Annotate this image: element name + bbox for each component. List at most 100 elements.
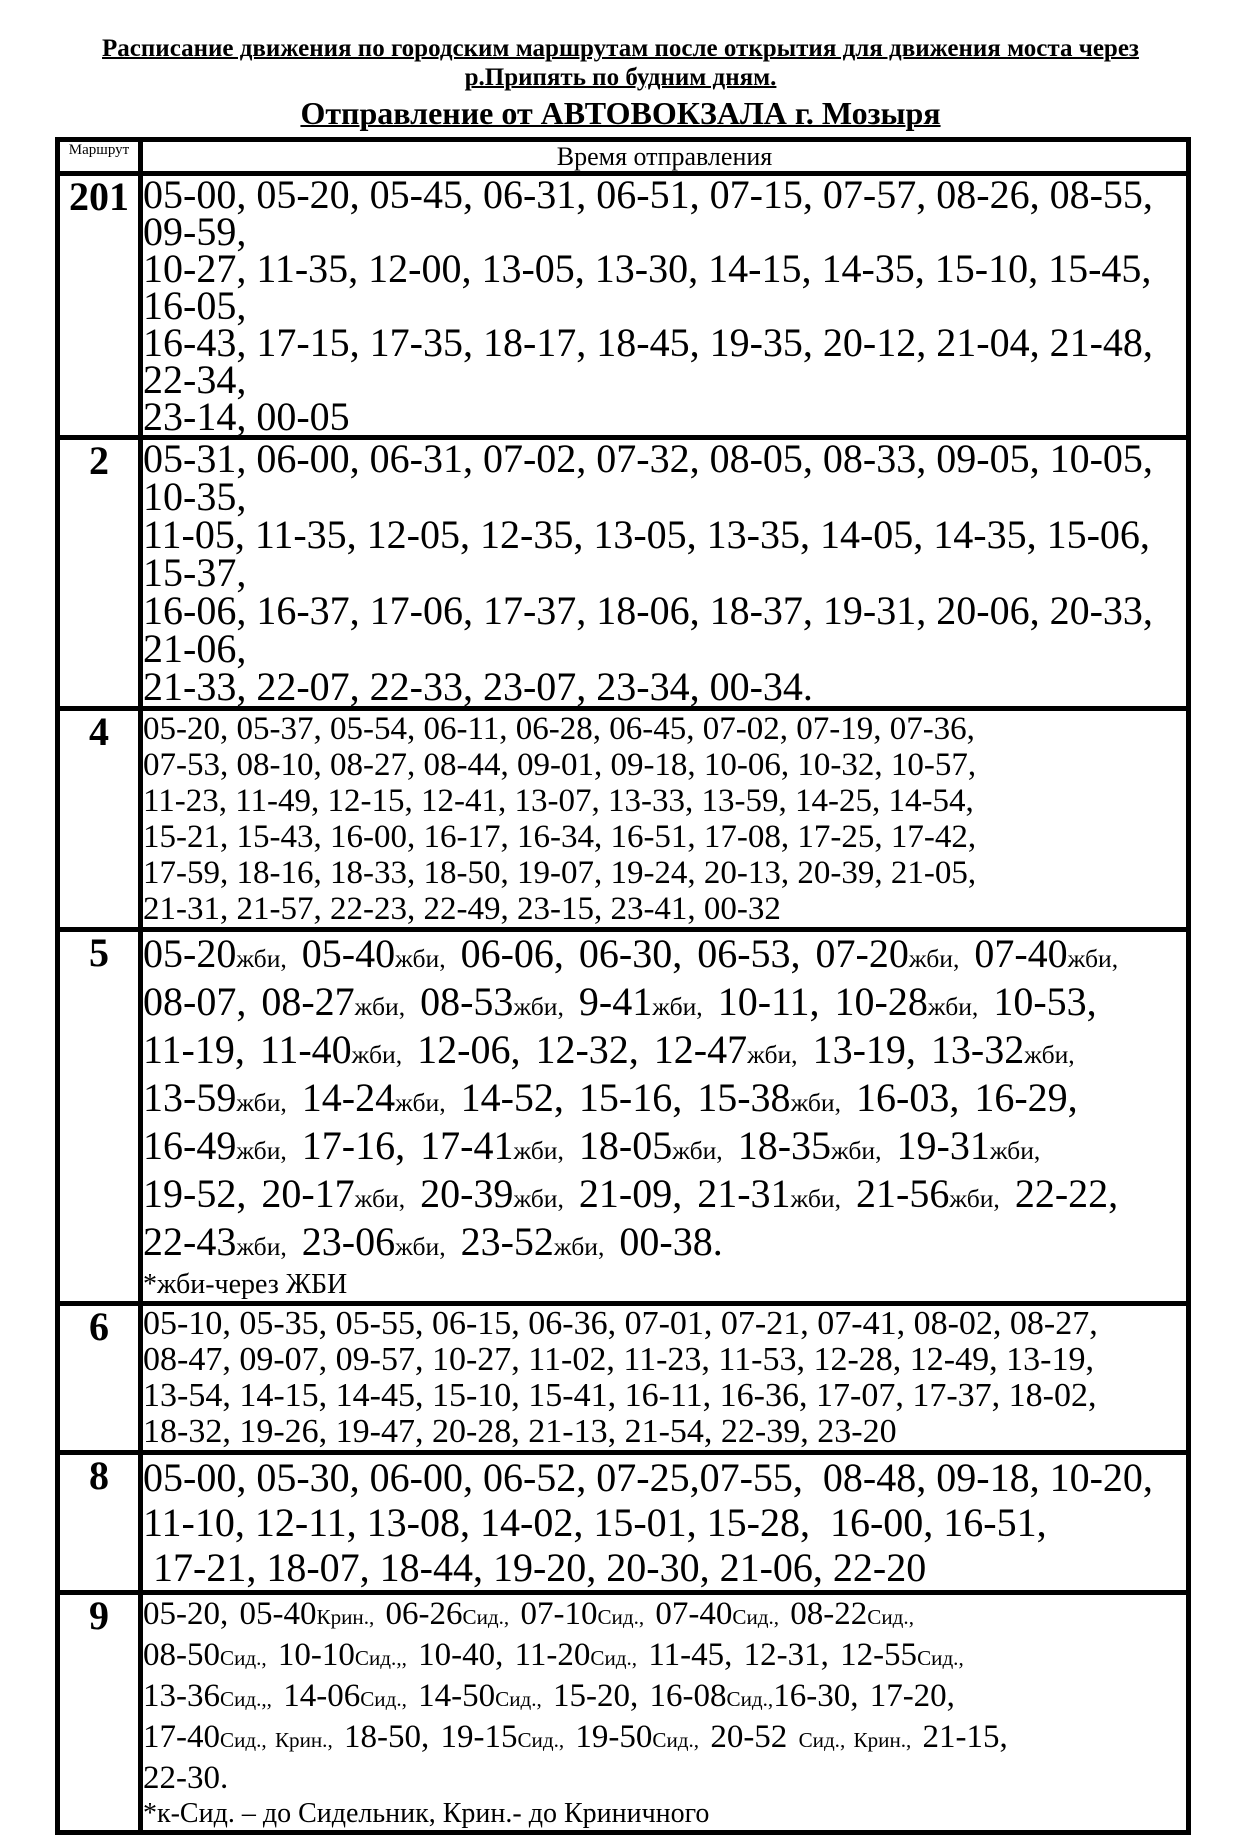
time-line: 19-52, 20-17жби, 20-39жби, 21-09, 21-31ж…	[143, 1172, 1186, 1220]
time-text: 11-19, 11-40	[143, 1027, 352, 1072]
departure-times: 05-20жби, 05-40жби, 06-06, 06-30, 06-53,…	[138, 927, 1191, 1306]
route-variant-suffix: Сид.,	[867, 1605, 914, 1629]
route-variant-suffix: жби,	[672, 1136, 723, 1165]
departure-times: 05-00, 05-30, 06-00, 06-52, 07-25,07-55,…	[138, 1450, 1191, 1595]
departure-times: 05-00, 05-20, 05-45, 06-31, 06-51, 07-15…	[138, 171, 1191, 440]
time-text: 20-39	[405, 1171, 514, 1216]
time-text: 23-06	[286, 1219, 396, 1264]
time-text: 9-41	[563, 979, 653, 1024]
route-variant-suffix: жби,	[790, 1088, 842, 1117]
time-text: 14-24	[286, 1075, 396, 1120]
time-line: 11-05, 11-35, 12-05, 12-35, 13-05, 13-35…	[143, 515, 1186, 593]
time-text: 10-53,	[978, 979, 1097, 1024]
departure-times: 05-20, 05-40Крин., 06-26Сид., 07-10Сид.,…	[138, 1590, 1191, 1835]
time-line: 05-20, 05-37, 05-54, 06-11, 06-28, 06-45…	[143, 711, 1186, 747]
schedule-table: Маршрут Время отправления 201 05-00, 05-2…	[55, 137, 1191, 1835]
time-text: 08-07, 08-27	[143, 979, 355, 1024]
table-row: 201 05-00, 05-20, 05-45, 06-31, 06-51, 07…	[55, 171, 1191, 440]
time-line: 13-59жби, 14-24жби, 14-52, 15-16, 15-38ж…	[143, 1076, 1186, 1124]
time-text: 13-59	[143, 1075, 237, 1120]
time-text: 19-50	[564, 1719, 653, 1755]
route-variant-suffix: Сид.,	[917, 1646, 964, 1670]
time-text: 10-10	[266, 1637, 355, 1673]
time-line: 18-32, 19-26, 19-47, 20-28, 21-13, 21-54…	[143, 1414, 1186, 1450]
time-text: 10-40, 11-20	[406, 1637, 591, 1673]
route-variant-suffix: жби,	[236, 1088, 287, 1117]
route-variant-suffix: Сид.,	[517, 1728, 565, 1752]
time-line: 11-10, 12-11, 13-08, 14-02, 15-01, 15-28…	[143, 1500, 1186, 1545]
time-text: 08-50	[143, 1637, 220, 1673]
time-text: 13-54, 14-15, 14-45, 15-10, 15-41, 16-11…	[143, 1377, 1097, 1414]
route-variant-suffix: жби,	[395, 944, 446, 973]
time-text: 20-52	[699, 1719, 799, 1755]
footnote: *жби-через ЖБИ	[143, 1269, 348, 1300]
time-text: 07-53, 08-10, 08-27, 08-44, 09-01, 09-18…	[143, 747, 977, 783]
time-text: 11-10, 12-11, 13-08, 14-02, 15-01, 15-28…	[143, 1500, 1047, 1545]
route-variant-suffix: Сид.,	[597, 1605, 645, 1629]
time-text: 14-06	[271, 1678, 361, 1714]
time-text: 16-06, 16-37, 17-06, 17-37, 18-06, 18-37…	[143, 588, 1163, 671]
time-text: 05-20, 05-37, 05-54, 06-11, 06-28, 06-45…	[143, 711, 975, 747]
time-line: 16-43, 17-15, 17-35, 18-17, 18-45, 19-35…	[143, 323, 1186, 400]
route-variant-suffix: жби,	[236, 944, 287, 973]
table-row: 2 05-31, 06-00, 06-31, 07-02, 07-32, 08-0…	[55, 435, 1191, 711]
time-line: 08-50Сид., 10-10Сид.,, 10-40, 11-20Сид.,…	[143, 1636, 1186, 1677]
time-text: 16-03, 16-29,	[841, 1075, 1078, 1120]
time-line: 05-10, 05-35, 05-55, 06-15, 06-36, 07-01…	[143, 1306, 1186, 1342]
time-line: 13-54, 14-15, 14-45, 15-10, 15-41, 16-11…	[143, 1378, 1186, 1414]
time-line: 08-47, 09-07, 09-57, 10-27, 11-02, 11-23…	[143, 1342, 1186, 1378]
route-variant-suffix: жби,	[513, 1136, 564, 1165]
time-text: 14-50	[406, 1678, 496, 1714]
route-variant-suffix: Сид.,	[360, 1687, 407, 1711]
time-text: 21-09, 21-31	[563, 1171, 791, 1216]
time-line: 10-27, 11-35, 12-00, 13-05, 13-30, 14-15…	[143, 249, 1186, 326]
route-variant-suffix: жби,	[351, 1040, 403, 1069]
route-number: 5	[55, 927, 143, 1306]
time-line: 22-43жби, 23-06жби, 23-52жби, 00-38.	[143, 1220, 1186, 1268]
time-line: 16-06, 16-37, 17-06, 17-37, 18-06, 18-37…	[143, 591, 1186, 669]
route-variant-suffix: жби,	[949, 1184, 1000, 1213]
time-line: 11-19, 11-40жби, 12-06, 12-32, 12-47жби,…	[143, 1028, 1186, 1076]
time-text: 13-36	[143, 1678, 220, 1714]
time-line: 17-40Сид., Крин., 18-50, 19-15Сид., 19-5…	[143, 1718, 1186, 1759]
time-text: 07-40	[644, 1596, 733, 1632]
table-row: 4 05-20, 05-37, 05-54, 06-11, 06-28, 06-4…	[55, 706, 1191, 932]
route-variant-suffix: Сид.,	[652, 1728, 700, 1752]
time-text: 06-26	[374, 1596, 463, 1632]
route-variant-suffix: жби,	[790, 1184, 842, 1213]
time-text: 05-00, 05-30, 06-00, 06-52, 07-25,07-55,…	[143, 1455, 1153, 1500]
route-variant-suffix: Сид.,,	[220, 1687, 272, 1711]
departure-times: 05-20, 05-37, 05-54, 06-11, 06-28, 06-45…	[138, 706, 1191, 932]
route-number: 6	[55, 1301, 143, 1455]
time-text: 16-43, 17-15, 17-35, 18-17, 18-45, 19-35…	[143, 320, 1163, 402]
route-number: 8	[55, 1450, 143, 1595]
time-text: 11-05, 11-35, 12-05, 12-35, 13-05, 13-35…	[143, 512, 1160, 595]
time-text: 14-52, 15-16, 15-38	[445, 1075, 791, 1120]
time-text: 08-53	[405, 979, 514, 1024]
table-row: 6 05-10, 05-35, 05-55, 06-15, 06-36, 07-0…	[55, 1301, 1191, 1455]
time-text: 17-16, 17-41	[286, 1123, 514, 1168]
route-variant-suffix: жби,	[236, 1232, 287, 1261]
time-text: 17-40	[143, 1719, 220, 1755]
time-text: 05-40	[286, 931, 396, 976]
time-text: 10-11, 10-28	[702, 979, 928, 1024]
route-variant-suffix: жби,	[1067, 944, 1119, 973]
time-text: 05-31, 06-00, 06-31, 07-02, 07-32, 08-05…	[143, 436, 1163, 519]
time-text: 11-45, 12-31, 12-55	[637, 1637, 918, 1673]
route-variant-suffix: жби,	[513, 1184, 564, 1213]
time-text: 17-59, 18-16, 18-33, 18-50, 19-07, 19-24…	[143, 855, 977, 891]
time-line: 05-20жби, 05-40жби, 06-06, 06-30, 06-53,…	[143, 932, 1186, 980]
time-text: 18-05	[563, 1123, 673, 1168]
route-variant-suffix: жби,	[395, 1088, 446, 1117]
time-text: 15-20, 16-08	[541, 1678, 727, 1714]
route-number: 4	[55, 706, 143, 932]
route-variant-suffix: жби,	[652, 992, 703, 1021]
time-text: 19-31	[881, 1123, 990, 1168]
route-variant-suffix: жби,	[553, 1232, 605, 1261]
route-variant-suffix: Крин.,	[316, 1605, 375, 1629]
time-text: 19-52, 20-17	[143, 1171, 355, 1216]
time-text: 07-10	[509, 1596, 598, 1632]
time-text: 05-00, 05-20, 05-45, 06-31, 06-51, 07-15…	[143, 172, 1163, 254]
route-variant-suffix: жби,	[513, 992, 564, 1021]
document-title: Расписание движения по городским маршрут…	[0, 34, 1241, 92]
